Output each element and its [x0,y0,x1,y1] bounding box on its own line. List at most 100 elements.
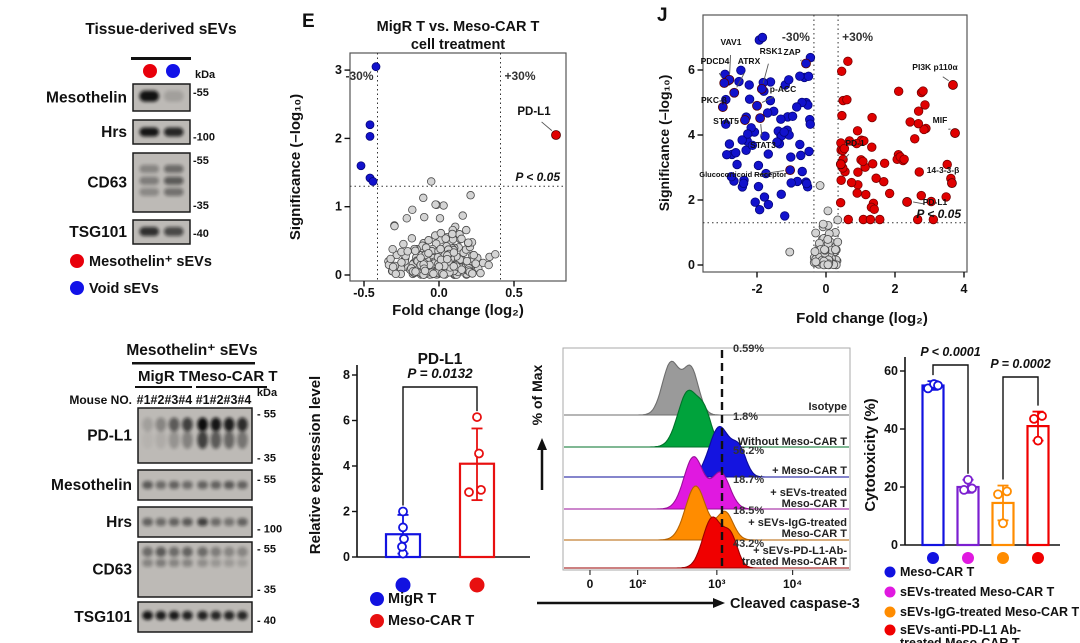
series-label: + Meso-CAR T [772,465,847,477]
data-point [388,244,397,254]
data-point [435,214,445,223]
data-point [462,256,472,266]
data-point [785,247,795,257]
mw-marker: - 55 [257,544,276,556]
data-point [763,199,774,210]
point-label: STAT3 [750,140,776,150]
protein-band [237,481,248,489]
mw-marker: -55 [193,155,209,167]
group-dot [927,552,939,564]
data-point [439,270,448,279]
protein-band [155,430,167,449]
data-point [912,214,923,225]
kda-label: kDa [257,387,278,399]
blot-row-label: TSG101 [74,609,132,626]
protein-band [182,518,193,526]
protein-band [210,518,222,526]
data-point [795,139,805,150]
series-label: Meso-CAR T [782,498,848,510]
data-point [776,114,786,124]
y-tick: 8 [343,368,350,382]
data-point [795,71,805,81]
atrx-point [729,87,740,98]
point-label: MIF [933,115,948,125]
x-tick: 2 [892,282,899,296]
protein-band [142,417,153,432]
histogram--sevs-pd-l1-ab-treated-meso-car-t [564,516,849,569]
data-point [772,137,782,147]
significant-point [365,120,375,130]
protein-band [168,546,180,557]
protein-band [139,127,160,137]
data-point [736,65,746,76]
blot-box [137,469,253,501]
protein-band [197,481,208,489]
legend-dot [70,281,84,295]
legend-label: sEVs-treated Meso-CAR T [900,585,1055,599]
data-point [920,100,930,110]
mw-marker: -35 [193,200,209,212]
y-axis-arrow [537,438,547,450]
data-point [815,181,825,190]
replicate-point [998,518,1008,529]
right-threshold-label: +30% [842,30,873,44]
data-point [871,173,881,183]
gate-percentage: 43.2% [733,538,764,550]
histogram--meso-car-t [564,425,849,478]
significance-bracket [402,386,478,506]
bar-pdl1-svg: Relative expression level 0 2 4 6 8 P = 0.0132… [307,351,530,629]
point-label: PI3K p110α [912,62,958,72]
legend-dot [370,614,384,628]
significant-point [371,62,381,72]
protein-band [155,518,167,526]
significance-bracket [1002,376,1039,480]
data-point [875,214,885,225]
protein-band [163,187,184,196]
replicate-point [464,487,474,498]
data-point [386,254,395,264]
data-point [899,154,909,164]
glucocorticoid-receptor-point [785,165,796,176]
y-axis-label: % of Max [529,364,545,425]
gate-percentage: 56.2% [733,445,764,457]
pi3k-p110--point [948,80,958,90]
mw-marker: - 100 [257,524,282,536]
replicate-point [933,380,943,391]
blot-title: Mesothelin⁺ sEVs [126,342,257,359]
replicate-point [397,541,407,552]
data-point [731,148,741,158]
mw-marker: -55 [193,87,209,99]
point-label: ZAP [784,47,801,57]
series-label: + sEVs-PD-L1-Ab- [753,545,847,557]
gate-percentage: 18.5% [733,505,764,517]
data-point [726,171,737,182]
point-label: PD-1 [845,138,865,148]
legend-label: Mesothelin⁺ sEVs [89,254,212,270]
protein-band [210,481,222,489]
panel-e-volcano: E PD-L1 -30% +30% P < 0.05 -0.5 0.0 0.5 0 1 2 3 Mig… [290,5,590,335]
lane-overline [131,57,191,60]
data-point [436,228,446,238]
data-point [441,234,450,243]
protein-band [163,164,184,173]
data-point [468,269,477,278]
data-point [760,131,770,141]
data-point [918,86,928,96]
blot-row-label: Mesothelin [46,90,127,107]
x-axis-arrow [713,598,725,608]
significance-bracket [932,364,969,474]
x-tick: 0 [587,577,594,591]
data-point [811,228,821,238]
x-tick: -2 [751,282,762,296]
point-label: p-ACC [770,84,796,94]
data-point [427,177,436,186]
blot-row-label: Mesothelin [51,477,132,494]
panel-letter-j: J [657,5,668,26]
replicate-point [967,483,977,494]
data-point [928,214,939,225]
protein-band [223,558,235,567]
legend-dot [370,592,384,606]
protein-band [155,481,167,489]
mw-marker: - 40 [257,615,276,627]
significant-point [368,177,378,186]
